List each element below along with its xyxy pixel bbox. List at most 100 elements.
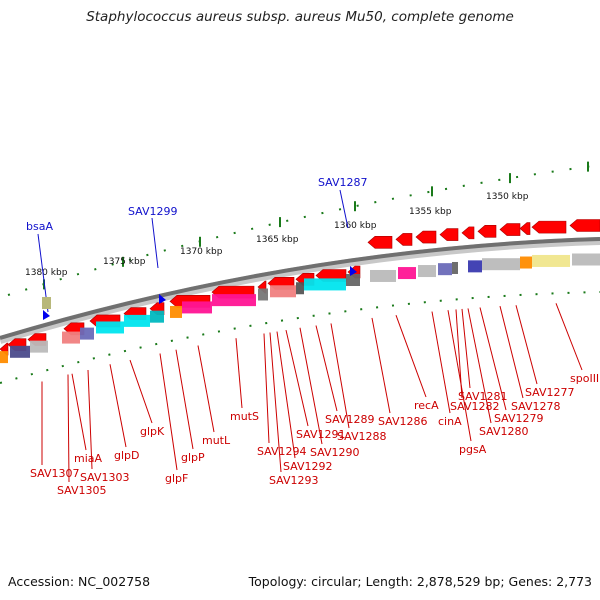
gene-label: miaA: [74, 452, 103, 465]
highlight-marker: [159, 294, 166, 304]
gene-arrow: [477, 225, 497, 238]
gene-leader: [129, 359, 153, 424]
gene-label: SAV1280: [479, 425, 529, 438]
gene-arrow: [367, 236, 393, 249]
gene-leader: [555, 303, 583, 371]
gene-leader: [371, 317, 391, 414]
outer-scale-ring: [7, 164, 600, 296]
gene-label: SAV1282: [450, 400, 500, 413]
gene-leader: [285, 329, 309, 427]
gene-label: SAV1303: [80, 471, 130, 484]
gene-leader: [461, 308, 471, 389]
gene-leader: [263, 333, 270, 444]
gene-leader: [276, 331, 296, 459]
gene-arrow: [531, 220, 567, 234]
gene-label: glpD: [114, 449, 140, 462]
gene-label: mutL: [202, 434, 231, 447]
highlight-label: SAV1287: [318, 176, 368, 189]
gene-leader: [447, 310, 472, 442]
gene-label: spoIIIE: [570, 372, 600, 385]
cog-band: [80, 327, 94, 340]
gene-label: SAV1286: [378, 415, 428, 428]
cog-band: [572, 253, 600, 266]
kbp-label: 1380 kbp: [25, 268, 68, 278]
gene-label: SAV1290: [310, 446, 360, 459]
gene-label: SAV1307: [30, 467, 80, 480]
gene-leader: [235, 338, 243, 409]
cog-band: [418, 265, 436, 278]
accession-text: Accession: NC_002758: [8, 574, 151, 589]
cog-band: [258, 288, 268, 301]
cog-band: [304, 278, 346, 291]
map-title: Staphylococcus aureus subsp. aureus Mu50…: [86, 9, 514, 25]
gene-leader: [467, 308, 492, 424]
gene-arrow: [395, 233, 413, 246]
cog-band: [532, 254, 570, 267]
scale-dotted-line: [7, 164, 600, 296]
gene-label: mutS: [230, 410, 259, 423]
cog-band: [124, 314, 150, 327]
cog-band: [270, 285, 296, 298]
gene-leader: [67, 374, 70, 483]
gene-label: SAV1293: [269, 474, 319, 487]
gene-leader: [299, 327, 323, 445]
kbp-label: 1360 kbp: [334, 221, 377, 231]
gene-leader: [159, 353, 178, 471]
gene-bands: [0, 253, 600, 364]
gene-arrow: [519, 222, 531, 235]
gene-label: SAV1289: [325, 413, 375, 426]
cog-band: [170, 305, 182, 318]
cog-band: [452, 261, 458, 274]
gene-leader: [479, 307, 507, 411]
highlight-markers: bsaA SAV1299 SAV1287: [26, 176, 368, 320]
cog-band: [212, 294, 256, 307]
gene-label: SAV1294: [257, 445, 307, 458]
gene-leader: [315, 325, 338, 412]
gene-label: SAV1281: [458, 390, 508, 403]
highlight-marker: [350, 266, 357, 276]
gene-arrow: [569, 219, 600, 232]
gene-label: glpF: [165, 472, 188, 485]
gene-label: SAV1291: [296, 428, 346, 441]
gene-leader: [515, 305, 538, 385]
gene-leader-lines: [41, 303, 583, 483]
gene-arrow: [461, 226, 475, 240]
highlight-leader: [151, 217, 159, 269]
topology-text: Topology: circular; Length: 2,878,529 bp…: [248, 574, 592, 589]
kbp-label: 1375 kbp: [103, 257, 146, 267]
gene-leader: [175, 349, 194, 450]
gene-leader: [109, 364, 127, 448]
cog-band: [96, 321, 124, 334]
kbp-labels: 1380 kbp 1375 kbp 1370 kbp 1365 kbp 1360 kbp…: [25, 192, 529, 278]
kbp-label: 1350 kbp: [486, 192, 529, 202]
gene-leader: [431, 311, 451, 414]
cog-band: [346, 273, 360, 286]
cog-band: [182, 301, 212, 314]
gene-label: SAV1278: [511, 400, 561, 413]
gene-label: pgsA: [459, 443, 487, 456]
gene-leader: [330, 323, 350, 429]
gene-label: SAV1288: [337, 430, 387, 443]
cog-band: [296, 282, 304, 295]
gene-arrow: [415, 230, 437, 244]
kbp-label: 1355 kbp: [409, 207, 452, 217]
cog-band: [10, 345, 30, 358]
highlight-leader: [339, 189, 349, 229]
cog-band: [150, 310, 164, 323]
highlight-label: SAV1299: [128, 205, 178, 218]
cog-band: [398, 267, 416, 280]
gene-label: cinA: [438, 415, 462, 428]
gene-label: SAV1292: [283, 460, 333, 473]
gene-label: SAV1305: [57, 484, 107, 497]
cog-band: [520, 256, 532, 269]
highlight-label: bsaA: [26, 220, 53, 233]
gene-label: glpK: [140, 425, 165, 438]
cog-band: [370, 269, 396, 282]
gene-label: SAV1279: [494, 412, 544, 425]
kbp-label: 1365 kbp: [256, 235, 299, 245]
gene-arrow: [499, 223, 521, 236]
gene-leader: [71, 373, 87, 451]
